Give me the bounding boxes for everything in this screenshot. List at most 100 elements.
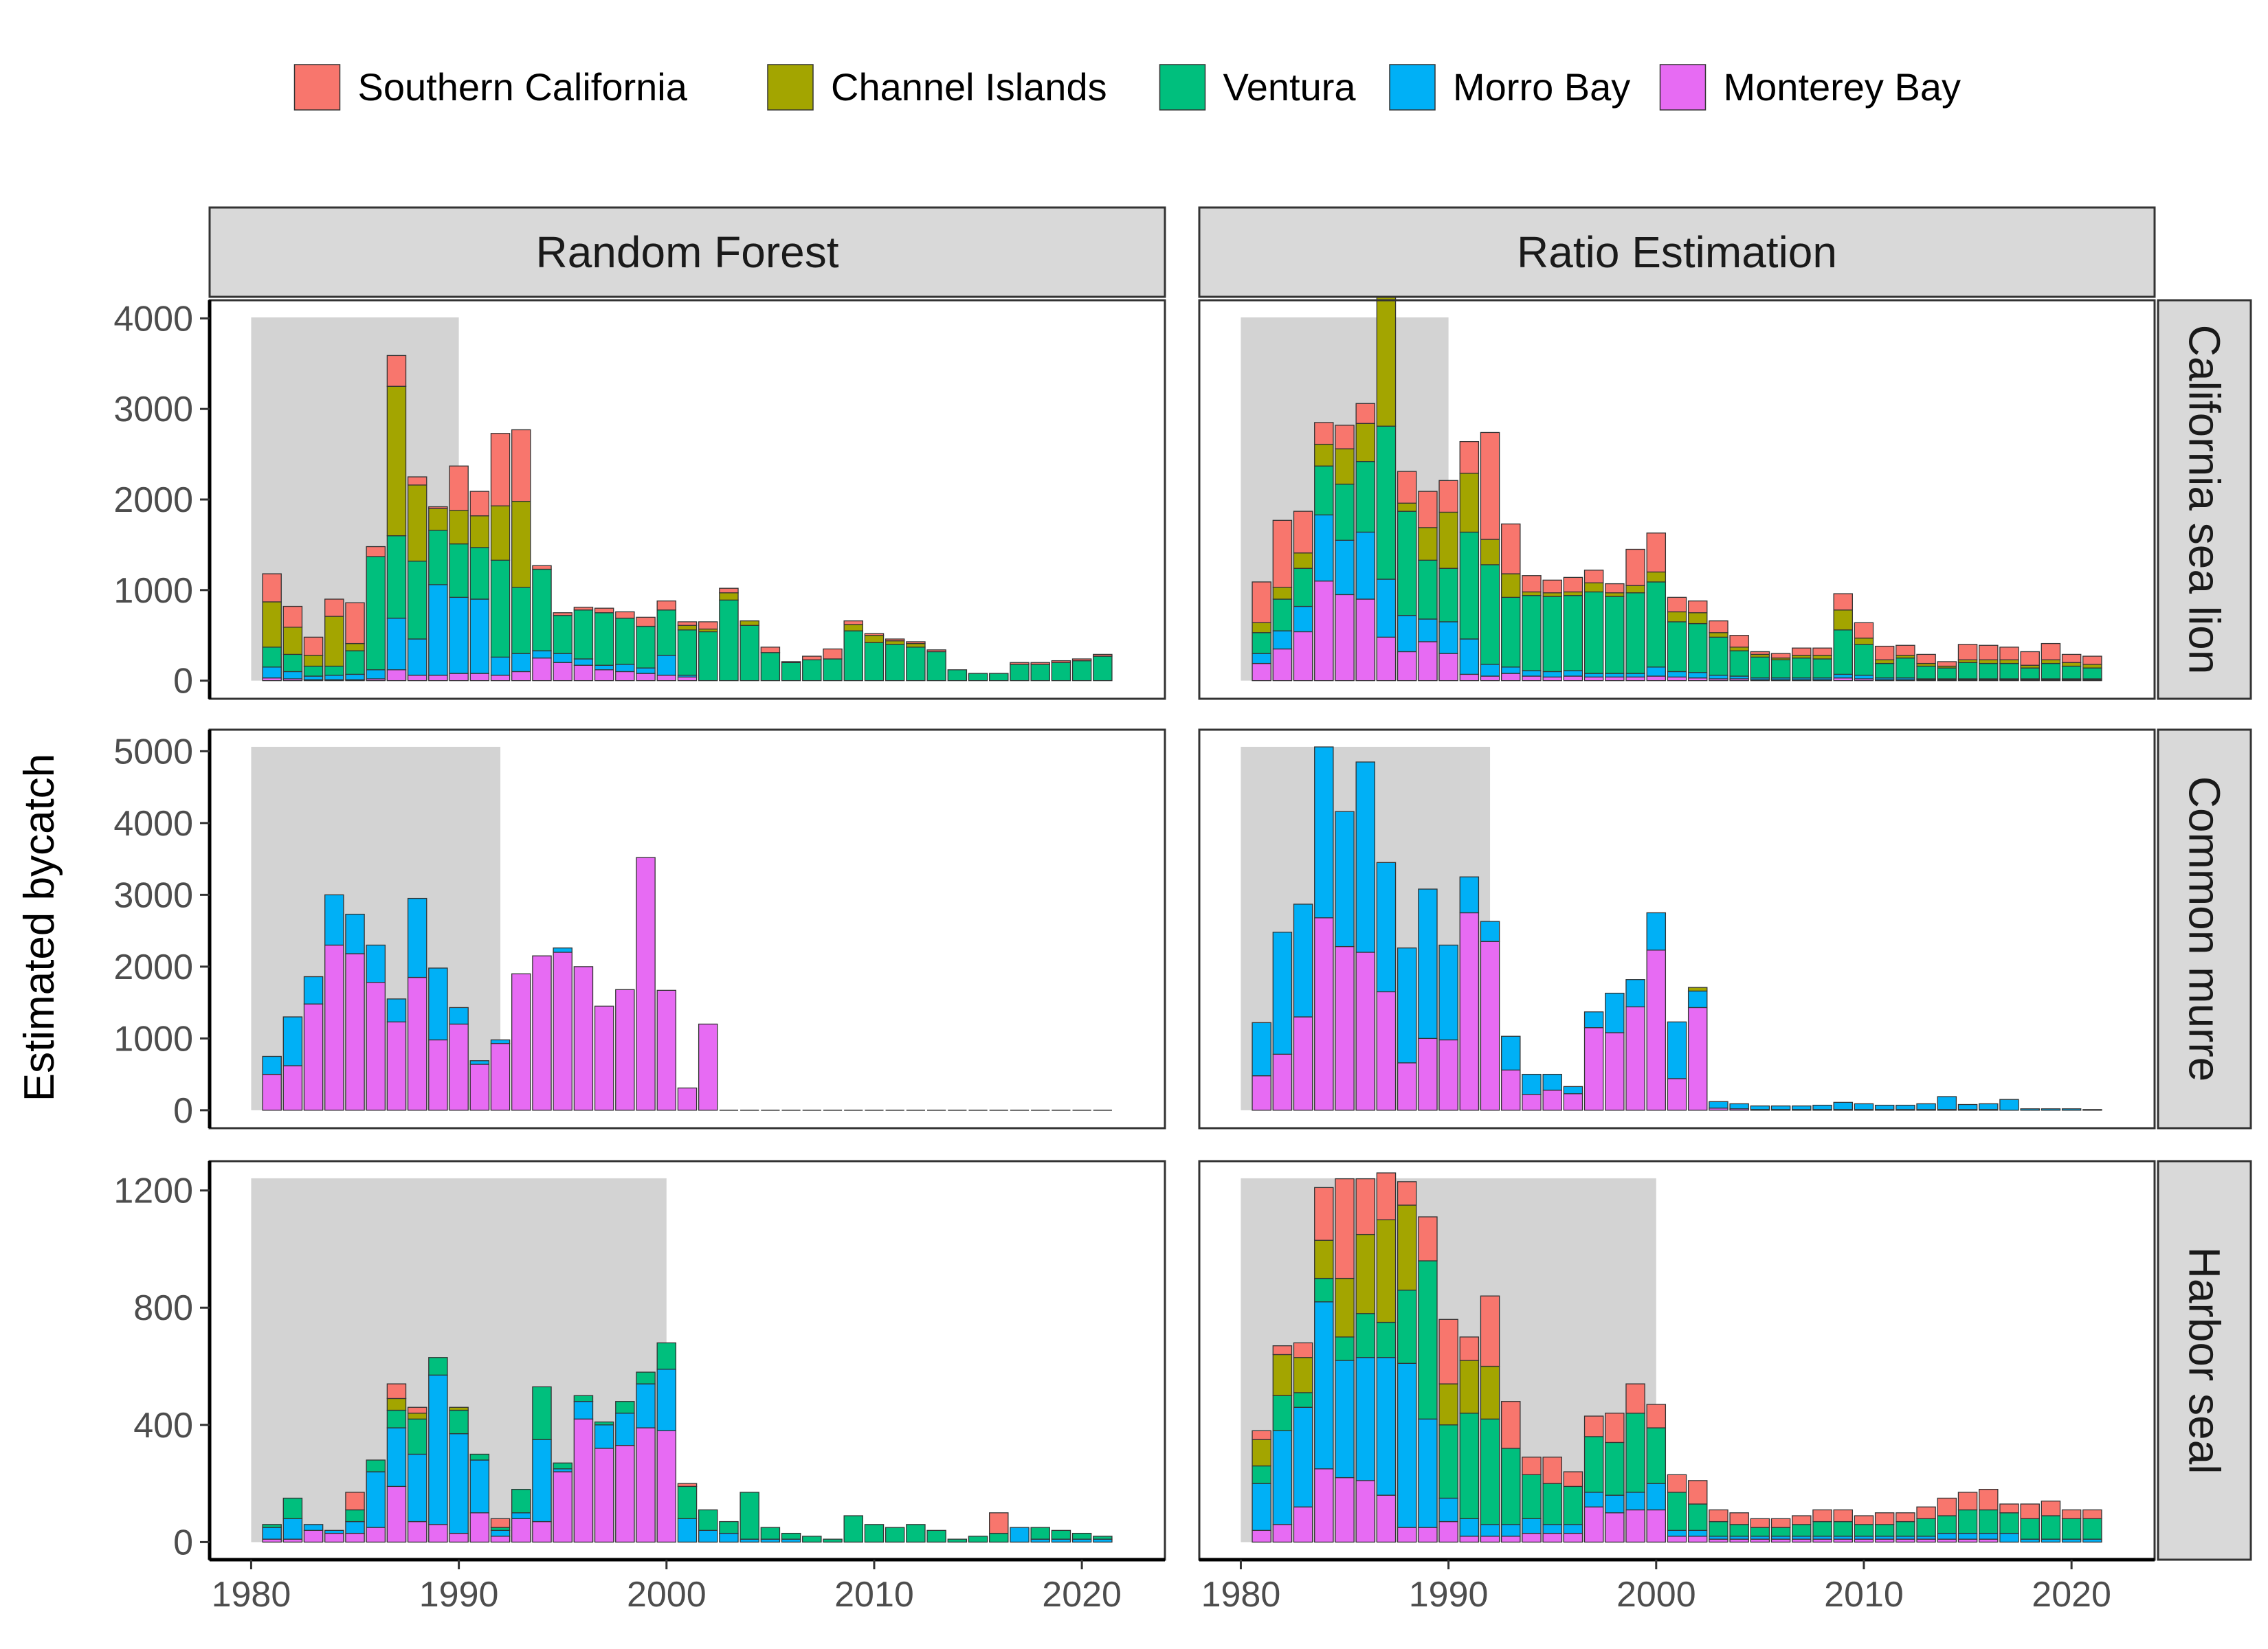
bar-1991-morro-bay	[469, 1459, 490, 1514]
bar-2016-morro-bay	[1979, 1103, 1999, 1110]
bar-2011-southern-california	[1874, 1512, 1895, 1525]
bar-2010-ventura	[864, 642, 885, 682]
bar-1984-channel-islands	[1314, 1239, 1334, 1279]
bar-1999-monterey-bay	[1625, 676, 1645, 682]
bar-1988-channel-islands	[1397, 1204, 1417, 1291]
bar-2005-southern-california	[1750, 1518, 1770, 1528]
bar-1984-channel-islands	[324, 616, 344, 667]
bar-2002-morro-bay	[1687, 672, 1708, 679]
bar-2002-southern-california	[1687, 600, 1708, 614]
bar-2001-monterey-bay	[1667, 676, 1687, 682]
bar-1999-southern-california	[1625, 1383, 1645, 1414]
bar-2001-ventura	[1667, 1492, 1687, 1532]
bar-1998-ventura	[1605, 1442, 1625, 1496]
bar-1996-monterey-bay	[1563, 675, 1583, 682]
bar-2014-southern-california	[1937, 661, 1957, 667]
bar-2001-southern-california	[1667, 596, 1687, 613]
bar-1984-morro-bay	[324, 675, 344, 680]
bar-1999-morro-bay	[636, 667, 656, 674]
bar-2009-southern-california	[843, 620, 863, 625]
bar-1991-morro-bay	[1459, 1518, 1480, 1537]
bar-1982-monterey-bay	[1272, 1053, 1293, 1111]
bar-1981-morro-bay	[1252, 653, 1271, 664]
bar-1987-monterey-bay	[386, 669, 407, 682]
bar-1996-ventura	[1563, 595, 1583, 671]
bar-2013-ventura	[926, 651, 946, 682]
bar-2003-ventura	[1709, 636, 1728, 676]
bar-1986-monterey-bay	[1355, 598, 1375, 682]
bar-2008-southern-california	[1812, 1509, 1832, 1523]
bar-2005-ventura	[760, 652, 781, 682]
bar-1997-monterey-bay	[1583, 1506, 1604, 1543]
bar-1985-channel-islands	[345, 642, 365, 651]
bar-1996-ventura	[1563, 1485, 1583, 1525]
y-tick-label: 0	[173, 1091, 193, 1131]
bar-1982-morro-bay	[1272, 630, 1293, 650]
x-axes: 1980 1990 2000 2010 2020 1980 1990 2000 2010 2020	[210, 1558, 2155, 1615]
bar-2001-morro-bay	[1667, 671, 1687, 678]
bar-1994-morro-bay	[1522, 1073, 1542, 1095]
bar-1990-ventura	[449, 1409, 469, 1435]
bar-2005-ventura	[760, 1527, 781, 1540]
bar-1983-channel-islands	[303, 655, 324, 667]
bar-1982-monterey-bay	[1272, 648, 1293, 682]
bar-2000-ventura	[656, 1342, 677, 1370]
bar-2010-channel-islands	[864, 635, 885, 643]
bar-1981-southern-california	[262, 573, 282, 603]
bar-1987-monterey-bay	[1376, 991, 1397, 1111]
bar-1992-morro-bay	[1480, 1524, 1500, 1537]
bar-1982-channel-islands	[1272, 1354, 1293, 1396]
bar-2014-ventura	[947, 669, 968, 682]
strip-background	[1198, 206, 2156, 298]
bar-2016-southern-california	[1979, 644, 1999, 660]
bar-1995-ventura	[1542, 1483, 1562, 1525]
bar-1997-morro-bay	[594, 1424, 614, 1449]
bar-2011-channel-islands	[1874, 659, 1895, 664]
bar-1989-southern-california	[1418, 1216, 1438, 1261]
bar-1984-morro-bay	[1314, 514, 1334, 582]
bar-1981-monterey-bay	[1252, 1529, 1271, 1543]
bar-1988-southern-california	[1397, 1181, 1417, 1206]
legend-key-monterey-bay	[1659, 64, 1706, 111]
bar-1989-southern-california	[428, 506, 448, 509]
bar-2007-southern-california	[1792, 647, 1812, 656]
bar-1985-morro-bay	[1335, 1360, 1355, 1479]
bar-2020-southern-california	[1071, 658, 1092, 662]
bar-1993-southern-california	[1501, 1401, 1521, 1449]
bar-2011-southern-california	[885, 638, 905, 642]
bar-2013-ventura	[1916, 665, 1936, 680]
bar-2002-ventura	[1687, 1503, 1708, 1532]
bar-2013-morro-bay	[1916, 1103, 1936, 1110]
y-tick-label: 4000	[113, 804, 193, 844]
panel-ratio-estimation-harbor-seal	[1198, 1160, 2156, 1561]
bar-2002-ventura	[698, 1509, 718, 1532]
bar-2004-southern-california	[1729, 1512, 1749, 1525]
bar-2018-ventura	[1030, 664, 1050, 682]
bar-2012-ventura	[906, 1524, 926, 1543]
bar-2020-channel-islands	[2061, 662, 2082, 667]
bar-1985-monterey-bay	[1335, 945, 1355, 1111]
bar-1990-channel-islands	[449, 510, 469, 545]
bar-1990-channel-islands	[1438, 1383, 1458, 1426]
bar-1994-southern-california	[532, 565, 552, 570]
bar-1984-monterey-bay	[1314, 580, 1334, 682]
bar-1991-monterey-bay	[469, 1064, 490, 1111]
bar-2003-southern-california	[1709, 1509, 1728, 1523]
bar-2002-southern-california	[698, 621, 718, 630]
bar-1985-channel-islands	[1335, 1277, 1355, 1338]
bar-2004-ventura	[1729, 650, 1749, 677]
bar-1993-monterey-bay	[511, 671, 531, 682]
bar-2021-southern-california	[2082, 1509, 2102, 1519]
bar-1989-monterey-bay	[428, 1039, 448, 1111]
bar-1996-monterey-bay	[573, 664, 594, 682]
bar-1986-southern-california	[366, 546, 386, 557]
bar-1983-morro-bay	[1293, 1406, 1313, 1507]
bar-1998-southern-california	[1605, 583, 1625, 594]
bar-1998-morro-bay	[615, 1413, 635, 1446]
bar-2018-ventura	[2020, 667, 2040, 680]
bar-2019-southern-california	[1051, 660, 1071, 663]
bar-2004-ventura	[740, 625, 759, 682]
bar-1998-channel-islands	[1605, 592, 1625, 597]
bar-1998-ventura	[615, 1401, 635, 1414]
bar-1991-morro-bay	[1459, 876, 1480, 914]
